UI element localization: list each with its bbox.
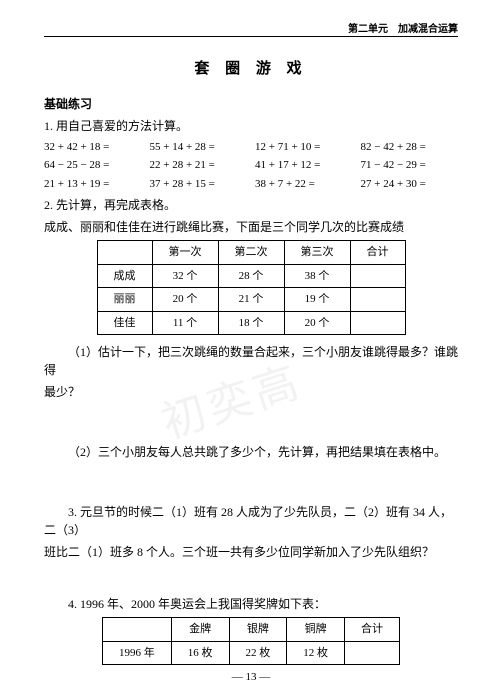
- cell: 21 个: [218, 288, 284, 312]
- cell: 银牌: [229, 618, 287, 642]
- cell: [345, 641, 400, 665]
- cell: 18 个: [218, 311, 284, 335]
- table-row: 金牌 银牌 铜牌 合计: [103, 618, 400, 642]
- section-heading: 基础练习: [44, 95, 458, 113]
- cell: 第三次: [284, 241, 350, 265]
- cell: [97, 241, 152, 265]
- cell: 金牌: [171, 618, 229, 642]
- expr: 12 + 71 + 10 =: [255, 139, 353, 156]
- unit-header: 第二单元 加减混合运算: [348, 22, 458, 37]
- cell: 合计: [345, 618, 400, 642]
- expr: 41 + 17 + 12 =: [255, 157, 353, 174]
- cell: 1996 年: [103, 641, 172, 665]
- q2-stem: 2. 先计算，再完成表格。: [44, 196, 458, 214]
- cell: 第二次: [218, 241, 284, 265]
- cell: 22 枚: [229, 641, 287, 665]
- expr: 82 − 42 + 28 =: [361, 139, 459, 156]
- cell: 38 个: [284, 264, 350, 288]
- q2-table: 第一次 第二次 第三次 合计 成成 32 个 28 个 38 个 丽丽 20 个…: [97, 240, 406, 335]
- cell: 12 枚: [287, 641, 345, 665]
- expr: 32 + 42 + 18 =: [44, 139, 142, 156]
- q2-sub1a: （1）估计一下，把三次跳绳的数量合起来，三个小朋友谁跳得最多？谁跳得: [44, 343, 458, 379]
- cell: [350, 288, 405, 312]
- q4-table: 金牌 银牌 铜牌 合计 1996 年 16 枚 22 枚 12 枚: [102, 617, 400, 665]
- expr: 64 − 25 − 28 =: [44, 157, 142, 174]
- q2-sub1b: 最少？: [44, 383, 458, 401]
- table-row: 丽丽 20 个 21 个 19 个: [97, 288, 405, 312]
- page-number: — 13 —: [0, 669, 502, 686]
- expr: 37 + 28 + 15 =: [150, 176, 248, 193]
- cell: 合计: [350, 241, 405, 265]
- expr: 71 − 42 − 29 =: [361, 157, 459, 174]
- cell: [350, 264, 405, 288]
- q2-sub2: （2）三个小朋友每人总共跳了多少个，先计算，再把结果填在表格中。: [44, 443, 458, 461]
- cell: 16 枚: [171, 641, 229, 665]
- q1-stem: 1. 用自己喜爱的方法计算。: [44, 117, 458, 135]
- expr: 55 + 14 + 28 =: [150, 139, 248, 156]
- page-content: 套 圈 游 戏 基础练习 1. 用自己喜爱的方法计算。 32 + 42 + 18…: [44, 58, 458, 665]
- cell: [350, 311, 405, 335]
- table-row: 1996 年 16 枚 22 枚 12 枚: [103, 641, 400, 665]
- q3-line1: 3. 元旦节的时候二（1）班有 28 人成为了少先队员，二（2）班有 34 人，…: [44, 503, 458, 539]
- cell: 丽丽: [97, 288, 152, 312]
- cell: 成成: [97, 264, 152, 288]
- cell: 28 个: [218, 264, 284, 288]
- cell: 20 个: [284, 311, 350, 335]
- table-row: 成成 32 个 28 个 38 个: [97, 264, 405, 288]
- cell: 11 个: [152, 311, 218, 335]
- cell: 铜牌: [287, 618, 345, 642]
- cell: 19 个: [284, 288, 350, 312]
- expr: 27 + 24 + 30 =: [361, 176, 459, 193]
- table-row: 第一次 第二次 第三次 合计: [97, 241, 405, 265]
- page-title: 套 圈 游 戏: [44, 58, 458, 81]
- header-rule: [44, 36, 458, 37]
- expr: 38 + 7 + 22 =: [255, 176, 353, 193]
- q1-grid: 32 + 42 + 18 = 55 + 14 + 28 = 12 + 71 + …: [44, 139, 458, 193]
- cell: 20 个: [152, 288, 218, 312]
- cell: [103, 618, 172, 642]
- table-row: 佳佳 11 个 18 个 20 个: [97, 311, 405, 335]
- cell: 32 个: [152, 264, 218, 288]
- q4-stem: 4. 1996 年、2000 年奥运会上我国得奖牌如下表：: [44, 595, 458, 613]
- expr: 22 + 28 + 21 =: [150, 157, 248, 174]
- q3-line2: 班比二（1）班多 8 个人。三个班一共有多少位同学新加入了少先队组织？: [44, 543, 458, 561]
- cell: 佳佳: [97, 311, 152, 335]
- expr: 21 + 13 + 19 =: [44, 176, 142, 193]
- q2-desc: 成成、丽丽和佳佳在进行跳绳比赛，下面是三个同学几次的比赛成绩: [44, 218, 458, 236]
- cell: 第一次: [152, 241, 218, 265]
